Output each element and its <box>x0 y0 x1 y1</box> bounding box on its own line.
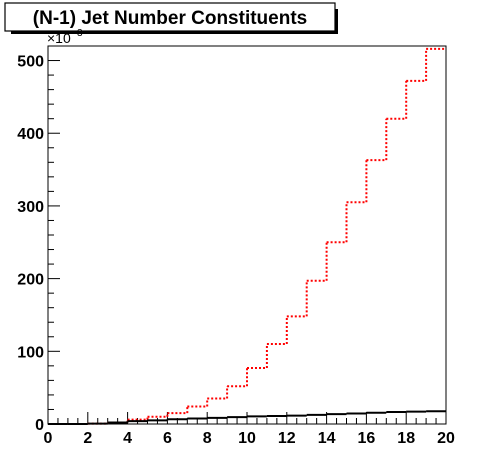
y-tick-label: 100 <box>17 344 44 361</box>
y-tick-label: 400 <box>17 126 44 143</box>
x-tick-label: 18 <box>397 430 415 447</box>
x-tick-label: 12 <box>278 430 296 447</box>
y-tick-label: 500 <box>17 54 44 71</box>
title-box: (N-1) Jet Number Constituents <box>4 2 338 34</box>
chart-title: (N-1) Jet Number Constituents <box>33 8 307 29</box>
y-tick-label: 300 <box>17 199 44 216</box>
x-tick-label: 20 <box>437 430 455 447</box>
y-tick-labels: 0 100 200 300 400 500 <box>17 54 44 434</box>
x-tick-label: 14 <box>318 430 336 447</box>
y-multiplier-base: ×10 <box>47 30 71 46</box>
y-multiplier: ×10 3 <box>47 28 83 46</box>
x-tick-label: 4 <box>123 430 132 447</box>
x-tick-label: 0 <box>44 430 53 447</box>
title-shadow-right <box>335 9 338 34</box>
y-tick-label: 200 <box>17 272 44 289</box>
x-tick-label: 16 <box>358 430 376 447</box>
title-shadow <box>11 31 335 34</box>
y-tick-label: 0 <box>35 417 44 434</box>
x-tick-label: 8 <box>203 430 212 447</box>
x-tick-labels: 0 2 4 6 8 10 12 14 16 18 20 <box>44 430 455 447</box>
x-tick-label: 2 <box>83 430 92 447</box>
title-frame <box>4 2 336 32</box>
x-tick-label: 10 <box>238 430 256 447</box>
series-group <box>48 47 446 425</box>
series-black-solid <box>48 410 446 425</box>
y-multiplier-exponent: 3 <box>77 28 83 39</box>
series-red-dotted <box>48 47 446 425</box>
x-tick-label: 6 <box>163 430 172 447</box>
